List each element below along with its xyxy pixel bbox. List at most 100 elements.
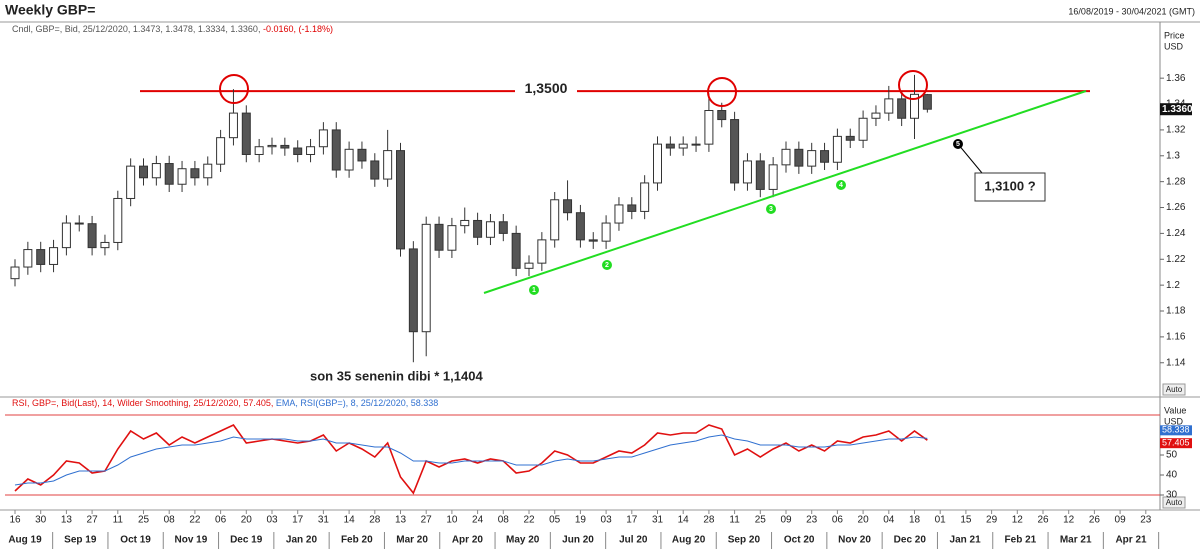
- candle-body: [640, 182, 650, 212]
- candle-body: [717, 110, 727, 121]
- point-label: 2: [605, 262, 609, 269]
- candle-body: [820, 150, 830, 163]
- candle-body: [537, 239, 547, 264]
- y-tick-label: 1.36: [1166, 73, 1186, 84]
- x-tick-label: 30: [35, 515, 47, 526]
- month-label: Feb 20: [341, 535, 373, 546]
- candle-body: [755, 160, 765, 190]
- candle-body: [653, 143, 662, 184]
- x-tick-label: 26: [1089, 515, 1101, 526]
- candle-body: [254, 146, 264, 155]
- candle-body: [23, 249, 33, 268]
- candle-body: [331, 129, 341, 171]
- x-tick-label: 16: [9, 515, 21, 526]
- auto-button[interactable]: [1162, 496, 1186, 509]
- candle-body: [922, 94, 932, 110]
- candle-body: [151, 163, 161, 179]
- x-tick-label: 01: [935, 515, 947, 526]
- x-tick-label: 11: [729, 515, 740, 526]
- candle-body: [781, 148, 791, 166]
- candle-body: [408, 248, 418, 333]
- month-label: Sep 20: [728, 535, 761, 546]
- x-tick-label: 29: [986, 515, 998, 526]
- y-tick-label: 1.18: [1166, 306, 1186, 317]
- month-label: Feb 21: [1005, 535, 1037, 546]
- month-label: Oct 20: [784, 535, 815, 546]
- highlight-circle: [219, 74, 249, 104]
- candle-body: [910, 93, 919, 119]
- x-tick-label: 06: [832, 515, 844, 526]
- ema-title: EMA, RSI(GBP=), 8, 25/12/2020, 58.338: [276, 398, 438, 408]
- month-label: Jan 20: [286, 535, 318, 546]
- candle-body: [447, 225, 457, 251]
- x-tick-label: 25: [138, 515, 150, 526]
- rsi-legend: RSI, GBP=, Bid(Last), 14, Wilder Smoothi…: [12, 398, 438, 408]
- x-tick-label: 28: [369, 515, 381, 526]
- y-tick-label: 1.26: [1166, 202, 1186, 213]
- x-tick-label: 23: [1140, 515, 1152, 526]
- point-label: 3: [769, 206, 773, 213]
- plot-layer: 1.14 1.16 1.18 1.2 1.22 1.24 1.26 1.28 1.3 1.32 1.…: [5, 73, 1193, 549]
- candle-body: [293, 147, 303, 155]
- x-tick-label: 17: [626, 515, 638, 526]
- value-tag: [1160, 438, 1192, 449]
- x-tick-label: 18: [909, 515, 921, 526]
- candle-body: [357, 148, 367, 162]
- y-tick-label: 1.16: [1166, 332, 1186, 343]
- month-label: Oct 19: [120, 535, 151, 546]
- candle-body: [627, 204, 637, 212]
- point-label: 4: [839, 182, 843, 189]
- month-label: Dec 20: [894, 535, 927, 546]
- x-tick-label: 26: [1037, 515, 1049, 526]
- x-tick-label: 22: [189, 515, 201, 526]
- month-label: Jan 21: [950, 535, 982, 546]
- candle-body: [884, 98, 894, 114]
- x-tick-label: 08: [498, 515, 510, 526]
- last-price-tag: [1160, 103, 1192, 116]
- x-tick-label: 20: [241, 515, 253, 526]
- point-marker: [602, 260, 612, 270]
- auto-button[interactable]: [1162, 383, 1186, 396]
- y-tick-label: 1.24: [1166, 228, 1186, 239]
- y-unit: USD: [1164, 41, 1184, 51]
- y-tick-label: 1.22: [1166, 254, 1186, 265]
- candle-body: [473, 219, 483, 238]
- candle-body: [228, 112, 238, 139]
- candle-body: [177, 168, 187, 185]
- callout-line: [957, 143, 983, 174]
- candle-body: [550, 199, 560, 241]
- candle-body: [485, 221, 495, 238]
- candle-body: [858, 117, 868, 141]
- candle-body: [498, 221, 508, 234]
- y-tick-label: 50: [1166, 450, 1178, 461]
- x-tick-label: 27: [87, 515, 99, 526]
- y-tick-label: 1.32: [1166, 125, 1186, 136]
- auto-label[interactable]: Auto: [1166, 498, 1183, 507]
- candle-body: [665, 143, 675, 149]
- note: son 35 senenin dibi * 1,1404: [310, 368, 483, 383]
- y-tick-label: 30: [1166, 490, 1178, 501]
- x-tick-label: 04: [883, 515, 895, 526]
- legend-text: Cndl, GBP=, Bid, 25/12/2020, 1.3473, 1.3…: [12, 24, 260, 34]
- candle-body: [318, 129, 328, 148]
- candle-body: [36, 249, 46, 265]
- candle-body: [678, 143, 688, 149]
- trend-line: [483, 90, 1087, 294]
- y-tick-label: 1.2: [1166, 280, 1180, 291]
- price-legend: Cndl, GBP=, Bid, 25/12/2020, 1.3473, 1.3…: [12, 24, 333, 34]
- candle-body: [61, 222, 71, 249]
- auto-label[interactable]: Auto: [1166, 385, 1183, 394]
- candle-body: [87, 223, 97, 249]
- point-marker: [953, 139, 963, 149]
- point-marker: [529, 285, 539, 295]
- candle-body: [742, 160, 752, 184]
- month-label: Nov 20: [838, 535, 871, 546]
- month-label: Apr 21: [1115, 535, 1147, 546]
- month-label: Mar 21: [1060, 535, 1092, 546]
- x-tick-label: 14: [344, 515, 356, 526]
- value-tag: [1160, 425, 1192, 436]
- x-tick-label: 08: [164, 515, 176, 526]
- y-tick-label: 1.14: [1166, 357, 1186, 368]
- candle-body: [139, 165, 148, 179]
- candle-body: [832, 135, 842, 163]
